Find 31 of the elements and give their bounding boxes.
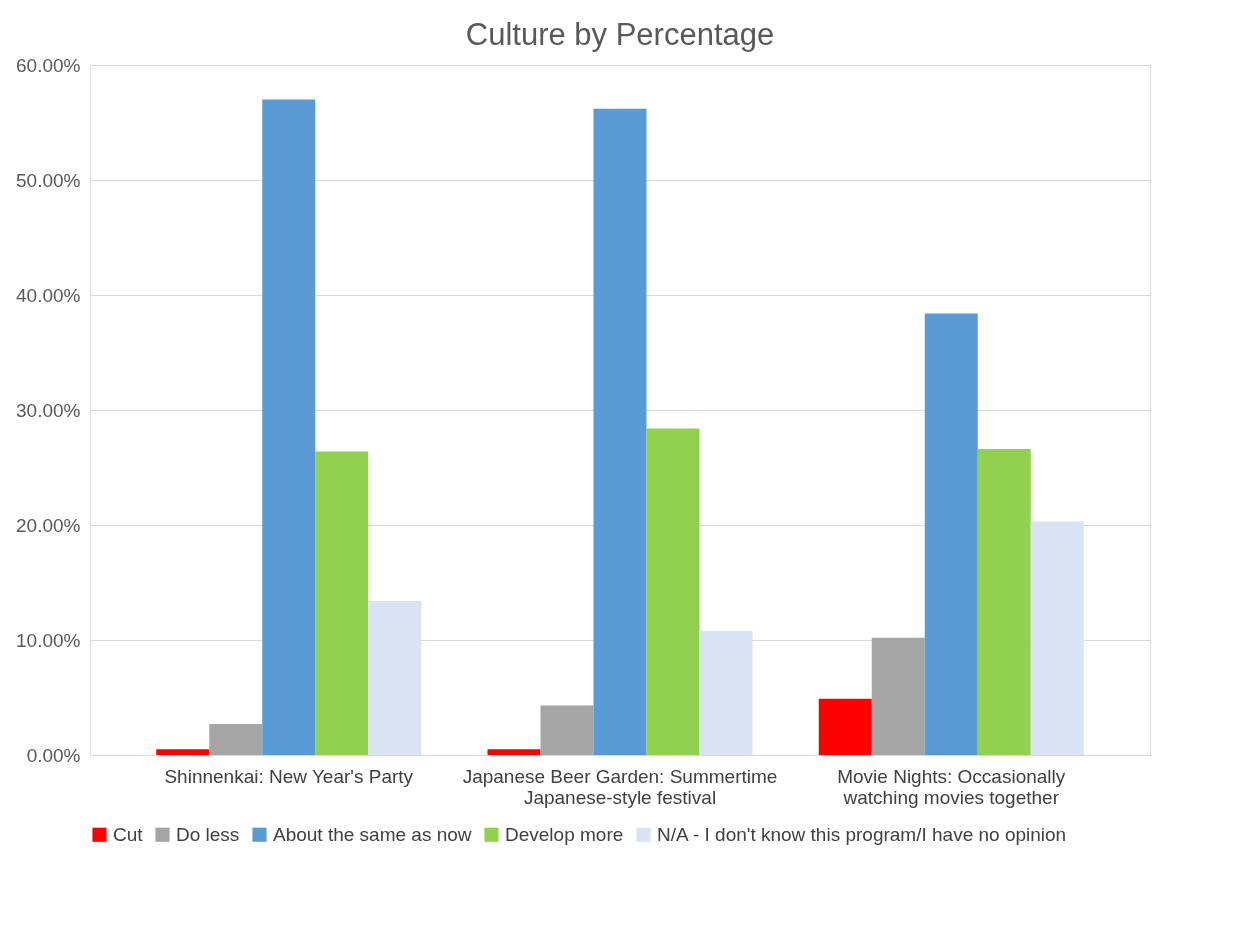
y-tick-label: 40.00%: [16, 284, 81, 306]
x-tick-label: Japanese Beer Garden: Summertime Japanese-style festival: [462, 765, 778, 808]
bar: [1030, 521, 1084, 755]
y-tick-label: 0.00%: [26, 744, 81, 766]
bar: [368, 600, 422, 755]
legend-label: Cut: [113, 823, 144, 845]
bar: [156, 749, 210, 755]
y-tick-label: 10.00%: [16, 629, 81, 651]
legend-label: About the same as now: [273, 823, 472, 845]
bar: [209, 723, 263, 755]
bar: [315, 451, 369, 755]
bar: [540, 705, 594, 755]
y-tick-label: 60.00%: [16, 54, 81, 76]
bar: [924, 313, 978, 755]
bar: [699, 630, 753, 755]
bar: [818, 698, 872, 755]
y-tick-label: 30.00%: [16, 399, 81, 421]
y-tick-label: 20.00%: [16, 514, 81, 536]
bar: [487, 749, 541, 755]
x-tick-label: Movie Nights: Occasionally watching movies together: [837, 765, 1066, 808]
bar: [871, 637, 925, 755]
bar: [977, 449, 1031, 755]
legend-label: Develop more: [505, 823, 624, 845]
y-tick-label: 50.00%: [16, 169, 81, 191]
legend-label: Do less: [176, 823, 240, 845]
chart-title: Culture by Percentage: [465, 17, 775, 52]
x-tick-label: Shinnenkai: New Year's Party: [164, 765, 414, 787]
bar: [593, 108, 647, 755]
bar: [262, 99, 316, 755]
bar: [646, 428, 700, 755]
legend-label: N/A - I don't know this program/I have no opinion: [657, 823, 1067, 845]
